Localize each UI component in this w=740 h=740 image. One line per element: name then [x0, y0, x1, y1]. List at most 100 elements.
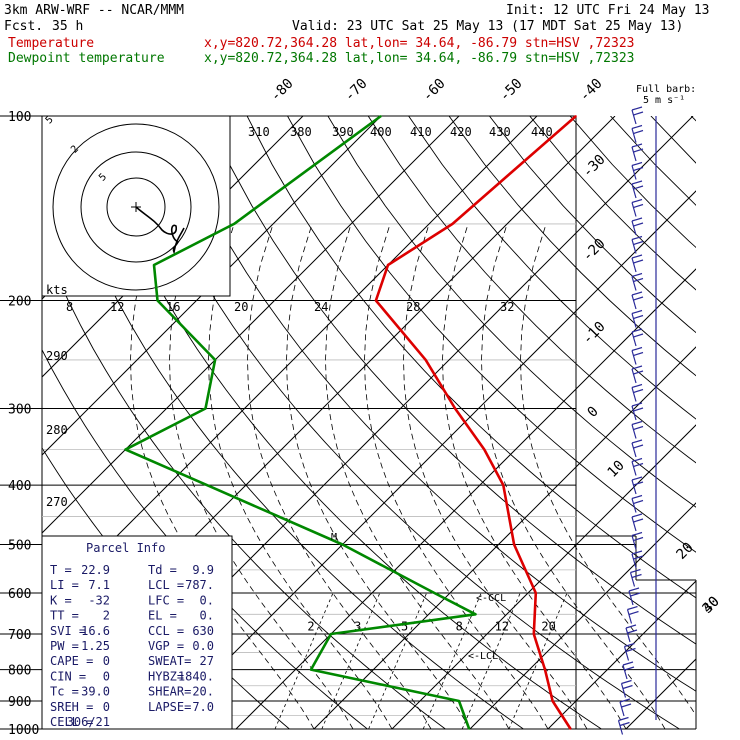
series-1-point-13 [458, 700, 460, 702]
parcel-row-7-col-0: CIN = [50, 669, 86, 683]
series-1-point-10 [474, 613, 477, 616]
wind-barb-staff-16 [631, 405, 637, 421]
wind-barb-flag-b-0 [633, 111, 644, 116]
parcel-info-frame [41, 535, 233, 730]
moist-adiabat-30 [442, 223, 627, 729]
dry-adiabat-390 [448, 116, 696, 377]
wind-barb-flag-a-15 [631, 383, 643, 389]
wind-barb-flag-a-3 [631, 161, 643, 167]
parcel-row-5-col-2: VGP = [148, 639, 184, 653]
temp-axis-label-9: 10 [605, 458, 628, 481]
temp-axis-label-2: -60 [420, 76, 449, 105]
series-line-0 [374, 115, 577, 730]
wind-barb-staff-4 [631, 183, 637, 199]
parcel-row-0-col-0: T = [50, 563, 72, 577]
wind-barb-staff-5 [631, 202, 637, 217]
temp-axis-label-0: -80 [268, 76, 297, 105]
ccl-marker: <-CCL [476, 593, 506, 604]
hodograph-ring-middle [80, 151, 192, 263]
wind-barb-staff-13 [631, 350, 637, 365]
wind-barb-staff-22 [631, 516, 637, 532]
wind-barb-staff-23 [631, 535, 637, 550]
wind-barb-flag-a-12 [631, 328, 643, 333]
series-1-point-6 [124, 448, 127, 451]
wind-barb-flag-a-16 [631, 402, 643, 407]
parcel-row-6-col-3: 27 [200, 654, 214, 668]
wind-barb-flag-a-20 [631, 476, 643, 481]
parcel-row-0-col-1: 22.9 [81, 563, 110, 577]
wind-barb-flag-a-0 [631, 106, 643, 111]
wind-barb-flag-b-20 [633, 481, 644, 486]
m-marker: M [331, 532, 337, 543]
temperature-legend: Temperature [8, 36, 94, 51]
series-0-point-6 [483, 448, 486, 451]
isotherm-0 [391, 424, 696, 729]
hodograph-speed-label-1: 12 [110, 300, 124, 314]
temp-axis-label-8: 0 [585, 404, 602, 421]
parcel-row-2-col-1: -32 [88, 593, 110, 607]
mixing-ratio-label-4: 12 [495, 619, 509, 633]
wind-barb-flag-a-23 [631, 531, 643, 537]
moist-adiabat-40 [520, 223, 696, 717]
wind-barb-staff-19 [631, 461, 637, 476]
parcel-row-3-col-3: 0. [200, 609, 214, 623]
wind-barb-staff-28 [625, 627, 631, 643]
parcel-row-9-col-3: 7.0 [192, 700, 214, 714]
dry-adiabat-340 [246, 116, 696, 599]
wind-barb-flag-b-15 [633, 388, 644, 394]
wind-barb-flag-b-22 [633, 518, 644, 523]
wind-barb-staff-7 [631, 239, 637, 254]
series-1-point-12 [310, 668, 312, 671]
wind-barb-flag-b-24 [633, 555, 644, 560]
mixing-ratio-label-2: 5 [401, 619, 408, 633]
wind-barb-flag-a-21 [631, 494, 643, 500]
series-0-point-5 [454, 407, 456, 410]
wind-barb-flag-b-30 [624, 666, 635, 671]
dry-adiabat-420 [569, 116, 696, 249]
dry-adiabat-380 [408, 116, 696, 420]
forecast-label: Fcst. [4, 19, 43, 34]
hodograph-speed-label-6: 32 [500, 300, 514, 314]
wind-barb-flag-a-19 [631, 457, 643, 463]
wind-barb-flag-b-10 [633, 296, 644, 301]
wind-barb-flag-a-11 [631, 309, 643, 315]
wind-barb-staff-26 [628, 590, 634, 606]
temp-axis-label-4: -40 [577, 76, 606, 105]
wind-barb-flag-b-25 [631, 573, 642, 579]
wind-barb-flag-b-26 [630, 592, 641, 597]
pressure-label-600: 600 [8, 587, 31, 602]
wind-barb-flag-b-9 [633, 277, 644, 283]
wind-barb-flag-a-8 [631, 254, 643, 259]
wind-barb-flag-b-14 [633, 370, 644, 375]
wind-barb-flag-a-10 [631, 291, 643, 296]
pressure-label-100: 100 [8, 110, 31, 125]
parcel-row-8-col-2: SHEAR= [148, 685, 191, 699]
parcel-row-1-col-0: LI = [50, 578, 79, 592]
init-time: Init: 12 UTC Fri 24 May 13 [506, 3, 710, 18]
series-layer [124, 114, 577, 730]
isotherm--10 [313, 346, 696, 729]
parcel-row-3-col-2: EL = [148, 609, 177, 623]
wind-barb-flag-a-17 [631, 420, 643, 426]
theta-label-2: 390 [332, 125, 354, 139]
parcel-row-10-col-0: CELL = [50, 715, 93, 729]
parcel-row-2-col-3: 0. [200, 593, 214, 607]
dry-adiabat-430 [610, 116, 696, 206]
series-0-point-0 [575, 115, 577, 117]
wind-barb-flag-b-5 [633, 203, 644, 209]
mixing-ratio-line-4 [461, 592, 521, 729]
moist-adiabat-15 [325, 223, 510, 729]
wind-barb-flag-a-33 [618, 716, 629, 722]
isotherm-40 [704, 116, 740, 729]
parcel-info-rows: T = 22.9 Td = 9.9 LI = 7.1 LCL = 787. K = -32 LFC … [50, 563, 214, 729]
temperature-location-info: x,y=820.72,364.28 lat,lon= 34.64, -86.79… [204, 36, 634, 51]
parcel-row-5-col-1: 1.25 [81, 639, 110, 653]
mixing-ratio-label-1: 3 [354, 619, 361, 633]
parcel-info-box: Parcel Info T = 22.9 Td = 9.9 LI = 7.1 LCL = 78… [41, 535, 233, 730]
theta-left-label-0: 290 [46, 349, 68, 363]
hodograph-trace [135, 206, 185, 255]
mixing-ratio-label-0: 2 [307, 619, 314, 633]
dewpoint-legend: Dewpoint temperature [8, 51, 165, 66]
wind-barb-staff-30 [622, 664, 628, 680]
